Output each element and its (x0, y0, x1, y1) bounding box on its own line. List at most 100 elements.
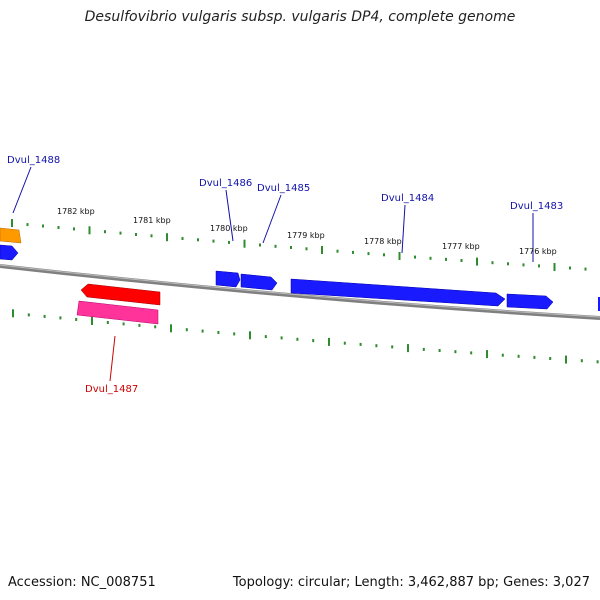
inner-ruler-minor-tick (549, 357, 552, 360)
gene-label-dvul-1484[interactable]: Dvul_1484 (381, 193, 434, 204)
outer-ruler-track (11, 219, 587, 271)
ruler-label-1780: 1780 kbp (210, 224, 248, 233)
inner-ruler-minor-tick (59, 316, 62, 320)
gene-label-dvul-1486[interactable]: Dvul_1486 (199, 178, 252, 189)
inner-ruler-minor-tick (343, 341, 346, 345)
inner-ruler-minor-tick (185, 328, 188, 332)
outer-ruler-minor-tick (274, 244, 277, 248)
inner-ruler-major-tick (249, 331, 251, 340)
outer-ruler-minor-tick (197, 238, 199, 242)
outer-ruler-major-tick (243, 239, 246, 248)
outer-ruler-minor-tick (367, 252, 370, 256)
outer-ruler-minor-tick (569, 266, 571, 270)
leader-line-dvul-1487 (109, 335, 116, 382)
inner-ruler-minor-tick (201, 329, 204, 333)
outer-ruler-minor-tick (212, 239, 215, 243)
inner-ruler-minor-tick (438, 349, 441, 352)
outer-ruler-major-tick (88, 226, 91, 235)
inner-ruler-minor-tick (138, 323, 141, 327)
ruler-label-1778: 1778 kbp (364, 237, 402, 246)
inner-ruler-minor-tick (233, 332, 236, 336)
inner-ruler-minor-tick (533, 355, 536, 359)
outer-ruler-minor-tick (522, 263, 525, 267)
outer-ruler-minor-tick (104, 230, 106, 234)
outer-ruler-major-tick (476, 257, 478, 266)
ruler-label-1782: 1782 kbp (57, 207, 95, 216)
genome-summary-text: Topology: circular; Length: 3,462,887 bp… (232, 575, 590, 590)
inner-ruler-minor-tick (75, 318, 78, 321)
inner-ruler-minor-tick (106, 321, 109, 324)
inner-ruler-minor-tick (422, 347, 425, 351)
outer-ruler-minor-tick (460, 259, 463, 262)
leader-line-dvul-1488 (12, 166, 32, 214)
inner-ruler-minor-tick (470, 351, 473, 355)
gene-feature-dvul-1483[interactable] (506, 293, 554, 310)
map-title: Desulfovibrio vulgaris subsp. vulgaris D… (84, 9, 516, 25)
gene-feature-dvul-1488-left[interactable] (0, 244, 19, 261)
ruler-label-1777: 1777 kbp (442, 242, 480, 251)
gene-feature-dvul-1484[interactable] (290, 278, 506, 307)
outer-ruler-minor-tick (491, 261, 494, 265)
inner-ruler-major-tick (328, 337, 330, 346)
inner-ruler-minor-tick (43, 314, 46, 318)
inner-ruler-minor-tick (296, 337, 299, 341)
inner-ruler-minor-tick (122, 322, 125, 326)
inner-ruler-major-tick (565, 355, 567, 364)
ruler-label-1779: 1779 kbp (287, 231, 325, 240)
gene-label-dvul-1487[interactable]: Dvul_1487 (85, 384, 138, 395)
outer-ruler-minor-tick (538, 264, 540, 268)
inner-ruler-minor-tick (375, 344, 378, 348)
inner-ruler-major-tick (170, 324, 172, 333)
outer-ruler-major-tick (166, 233, 168, 242)
genome-backbone (0, 264, 600, 320)
inner-ruler-minor-tick (596, 360, 599, 364)
inner-ruler-minor-tick (359, 342, 362, 346)
gene-label-dvul-1488[interactable]: Dvul_1488 (7, 155, 60, 166)
inner-ruler-minor-tick (580, 359, 583, 363)
outer-ruler-minor-tick (336, 249, 339, 253)
ruler-label-1776: 1776 kbp (519, 247, 557, 256)
outer-ruler-minor-tick (228, 240, 230, 244)
outer-ruler-minor-tick (73, 227, 75, 231)
outer-ruler-minor-tick (507, 262, 509, 266)
outer-ruler-minor-tick (57, 226, 60, 229)
inner-ruler-major-tick (486, 350, 488, 359)
inner-ruler-minor-tick (217, 331, 220, 334)
inner-ruler-minor-tick (280, 336, 283, 340)
gene-feature-dvul-1485[interactable] (240, 273, 278, 291)
gene-feature-orange[interactable] (0, 227, 22, 244)
outer-ruler-minor-tick (42, 224, 44, 228)
outer-ruler-minor-tick (135, 233, 137, 236)
outer-ruler-minor-tick (259, 243, 261, 247)
outer-ruler-minor-tick (290, 246, 292, 249)
inner-ruler-minor-tick (501, 353, 504, 357)
inner-ruler-minor-tick (312, 339, 315, 343)
outer-ruler-minor-tick (352, 250, 354, 254)
outer-ruler-major-tick (11, 219, 13, 228)
gene-feature-dvul-1487-pink[interactable] (76, 300, 159, 325)
leader-line-dvul-1486 (225, 189, 234, 242)
inner-ruler-track (12, 309, 599, 364)
outer-ruler-minor-tick (181, 237, 184, 240)
leader-line-dvul-1485 (262, 194, 282, 244)
inner-ruler-major-tick (407, 344, 409, 353)
inner-ruler-minor-tick (264, 335, 267, 339)
inner-ruler-minor-tick (454, 350, 457, 354)
leader-line-dvul-1484 (401, 204, 406, 254)
gene-feature-dvul-1486[interactable] (215, 270, 241, 288)
inner-ruler-major-tick (91, 317, 93, 325)
outer-ruler-minor-tick (584, 267, 587, 271)
gene-label-dvul-1483[interactable]: Dvul_1483 (510, 201, 563, 212)
inner-ruler-minor-tick (391, 345, 394, 349)
inner-ruler-minor-tick (517, 354, 520, 358)
outer-ruler-minor-tick (414, 255, 416, 259)
outer-ruler-minor-tick (150, 234, 153, 238)
gene-feature-dvul-1487[interactable] (80, 283, 161, 306)
inner-ruler-minor-tick (27, 313, 30, 317)
outer-ruler-minor-tick (26, 223, 29, 227)
outer-ruler-minor-tick (383, 253, 385, 257)
gene-label-dvul-1485[interactable]: Dvul_1485 (257, 183, 310, 194)
outer-ruler-major-tick (321, 246, 323, 254)
outer-ruler-minor-tick (119, 231, 122, 235)
